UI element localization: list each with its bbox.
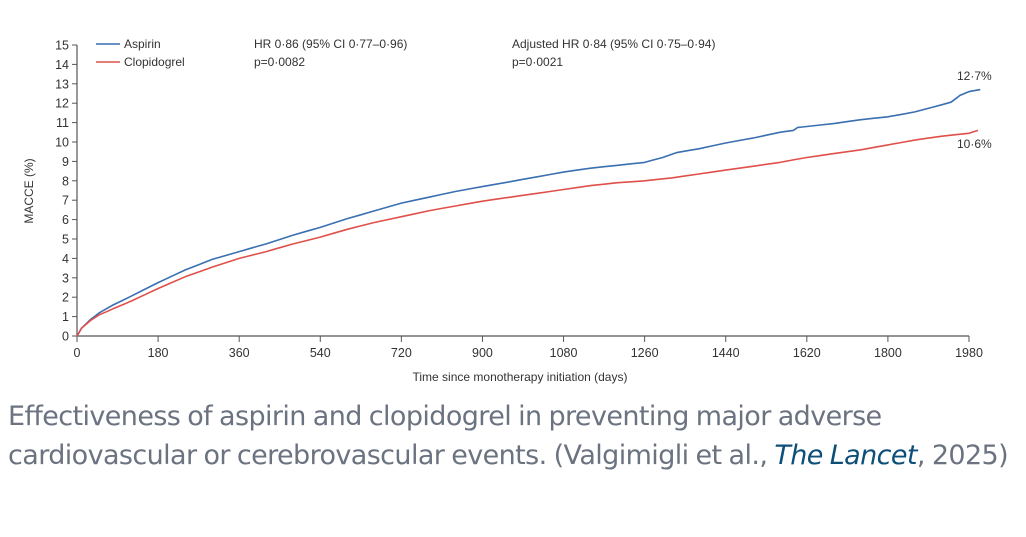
x-tick-label: 1800	[874, 346, 902, 360]
figure-caption: Effectiveness of aspirin and clopidogrel…	[8, 397, 1018, 475]
x-tick-label: 1620	[793, 346, 821, 360]
aspirin-end-label: 12·7%	[957, 69, 992, 83]
y-tick-label: 2	[62, 291, 69, 305]
y-tick-label: 10	[55, 136, 69, 150]
y-tick-label: 11	[56, 116, 69, 130]
y-tick-label: 13	[55, 77, 69, 91]
x-tick-label: 900	[472, 346, 493, 360]
y-tick-label: 3	[62, 271, 69, 285]
clopidogrel-end-label: 10·6%	[957, 137, 992, 151]
x-tick-label: 720	[391, 346, 412, 360]
legend-label-clopidogrel: Clopidogrel	[124, 55, 185, 69]
x-tick-label: 0	[74, 346, 81, 360]
x-tick-label: 540	[310, 346, 331, 360]
journal-link[interactable]: The Lancet	[774, 440, 917, 471]
series-line-aspirin	[76, 88, 981, 337]
y-tick-label: 6	[62, 213, 69, 227]
hr-p-value: p=0·0082	[254, 55, 305, 69]
y-axis-title: MACCE (%)	[22, 158, 36, 223]
y-tick-label: 9	[62, 155, 69, 169]
caption-suffix: , 2025)	[916, 440, 1009, 471]
adjusted-hr-annotation: Adjusted HR 0·84 (95% CI 0·75–0·94)	[512, 37, 715, 51]
y-tick-label: 0	[62, 330, 69, 344]
legend-label-aspirin: Aspirin	[124, 37, 161, 51]
hr-annotation: HR 0·86 (95% CI 0·77–0·96)	[254, 37, 407, 51]
series-layer	[76, 88, 981, 337]
legend: Aspirin Clopidogrel	[96, 37, 185, 69]
x-tick-label: 1440	[712, 346, 740, 360]
x-tick-label: 1260	[631, 346, 659, 360]
y-tick-label: 1	[62, 310, 69, 324]
x-tick-label: 1980	[955, 346, 983, 360]
x-tick-label: 180	[148, 346, 169, 360]
x-tick-label: 1080	[550, 346, 578, 360]
x-axis-title: Time since monotherapy initiation (days)	[413, 370, 628, 384]
y-tick-label: 15	[55, 39, 69, 53]
y-tick-label: 8	[62, 174, 69, 188]
caption-text: Effectiveness of aspirin and clopidogrel…	[8, 401, 882, 471]
y-tick-label: 7	[62, 194, 69, 208]
adjusted-hr-p-value: p=0·0021	[512, 55, 563, 69]
y-tick-label: 12	[55, 97, 69, 111]
y-tick-label: 4	[62, 252, 69, 266]
series-line-clopidogrel	[76, 129, 979, 337]
y-tick-label: 14	[55, 58, 69, 72]
y-tick-label: 5	[62, 233, 69, 247]
x-tick-label: 360	[229, 346, 250, 360]
